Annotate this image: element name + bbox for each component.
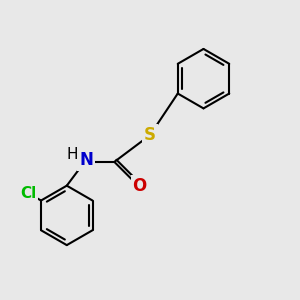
Text: O: O [133,177,147,195]
Text: H: H [67,147,79,162]
Text: S: S [144,126,156,144]
Text: N: N [79,152,93,169]
Text: Cl: Cl [20,186,36,201]
